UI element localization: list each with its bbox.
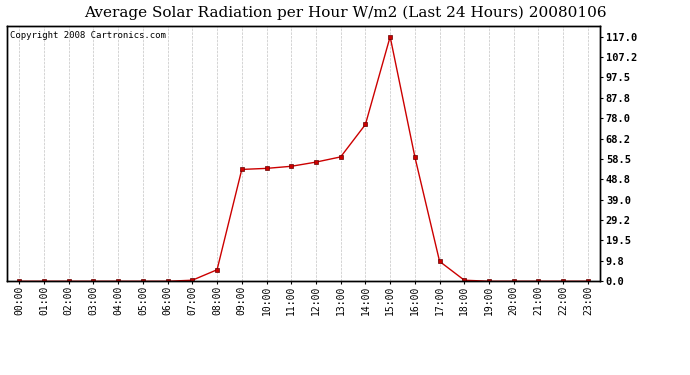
Text: Average Solar Radiation per Hour W/m2 (Last 24 Hours) 20080106: Average Solar Radiation per Hour W/m2 (L… [83,6,607,20]
Text: Copyright 2008 Cartronics.com: Copyright 2008 Cartronics.com [10,32,166,40]
